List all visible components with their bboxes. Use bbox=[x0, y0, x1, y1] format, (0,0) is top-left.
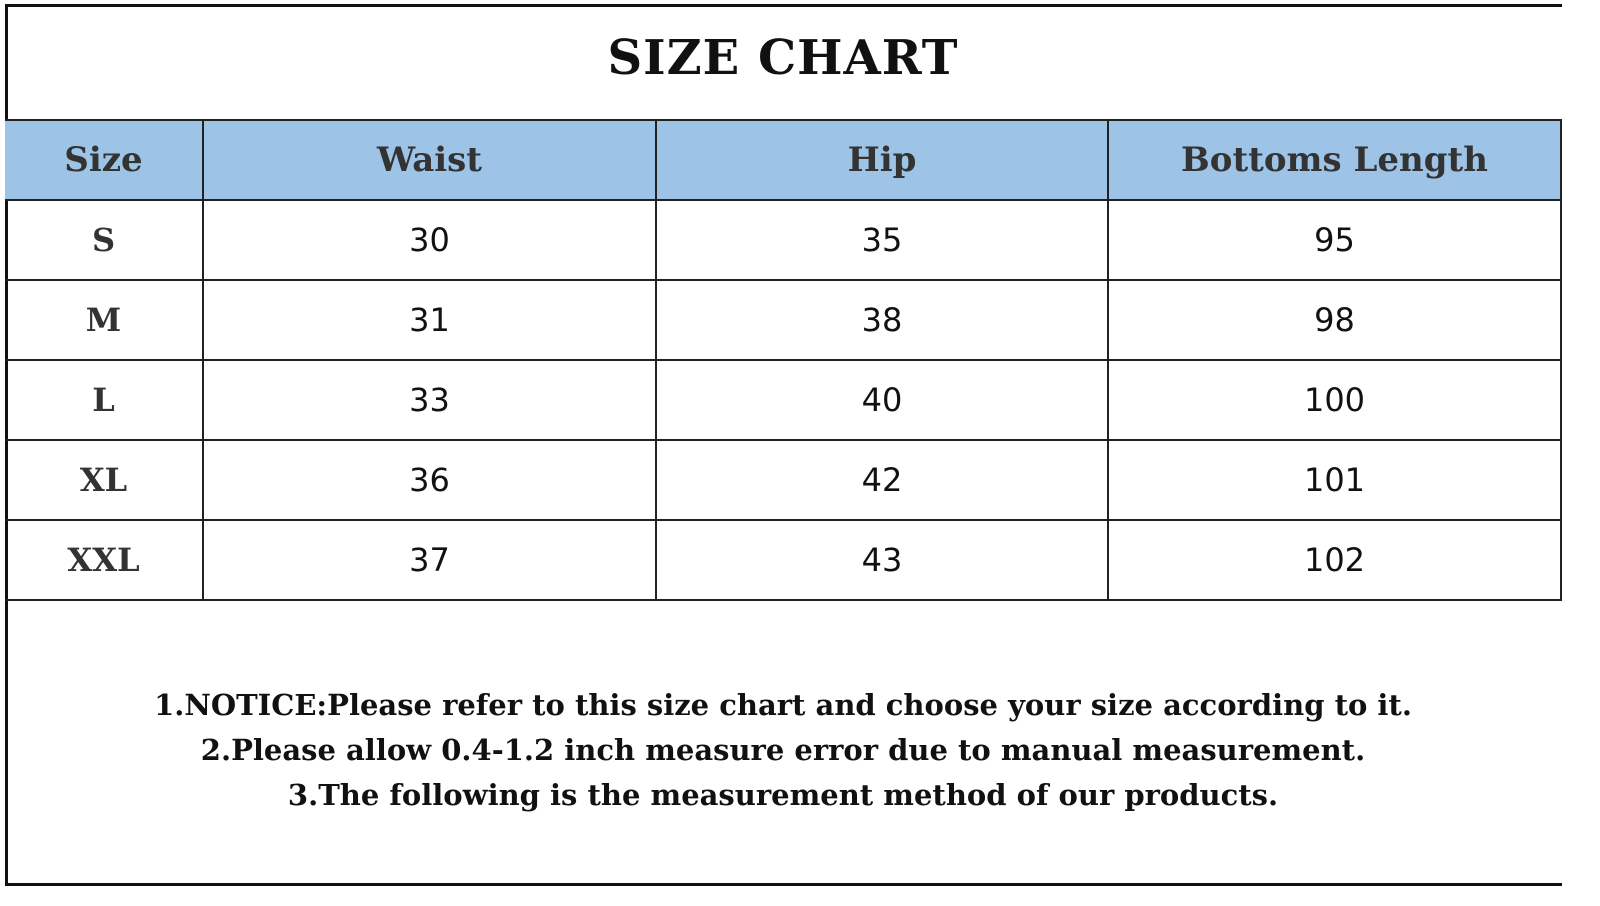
table-row: L 33 40 100 bbox=[5, 359, 1562, 441]
header-row: Size Waist Hip Bottoms Length bbox=[5, 119, 1562, 201]
cell-bottoms-length: 98 bbox=[1107, 279, 1562, 361]
note-1: 1.NOTICE:Please refer to this size chart… bbox=[154, 688, 1412, 722]
cell-waist: 36 bbox=[202, 439, 657, 521]
cell-size: M bbox=[5, 279, 204, 361]
cell-size: XL bbox=[5, 439, 204, 521]
size-table: Size Waist Hip Bottoms Length S 30 35 95 M 31… bbox=[5, 119, 1562, 601]
header-waist: Waist bbox=[202, 119, 657, 201]
cell-bottoms-length: 100 bbox=[1107, 359, 1562, 441]
header-hip: Hip bbox=[655, 119, 1109, 201]
note-3: 3.The following is the measurement metho… bbox=[287, 778, 1279, 812]
cell-waist: 37 bbox=[202, 519, 657, 601]
table-row: M 31 38 98 bbox=[5, 279, 1562, 361]
table-row: S 30 35 95 bbox=[5, 199, 1562, 281]
cell-waist: 33 bbox=[202, 359, 657, 441]
table-row: XL 36 42 101 bbox=[5, 439, 1562, 521]
cell-bottoms-length: 102 bbox=[1107, 519, 1562, 601]
cell-hip: 40 bbox=[655, 359, 1109, 441]
header-size: Size bbox=[5, 119, 204, 201]
cell-size: XXL bbox=[5, 519, 204, 601]
note-2: 2.Please allow 0.4-1.2 inch measure erro… bbox=[200, 733, 1366, 767]
notes: 1.NOTICE:Please refer to this size chart… bbox=[0, 683, 1566, 818]
cell-bottoms-length: 101 bbox=[1107, 439, 1562, 521]
table-row: XXL 37 43 102 bbox=[5, 519, 1562, 601]
cell-hip: 35 bbox=[655, 199, 1109, 281]
cell-size: S bbox=[5, 199, 204, 281]
cell-size: L bbox=[5, 359, 204, 441]
cell-hip: 38 bbox=[655, 279, 1109, 361]
cell-hip: 43 bbox=[655, 519, 1109, 601]
header-bottoms-length: Bottoms Length bbox=[1107, 119, 1562, 201]
cell-waist: 31 bbox=[202, 279, 657, 361]
cell-hip: 42 bbox=[655, 439, 1109, 521]
cell-waist: 30 bbox=[202, 199, 657, 281]
cell-bottoms-length: 95 bbox=[1107, 199, 1562, 281]
page-title: SIZE CHART bbox=[607, 30, 959, 86]
